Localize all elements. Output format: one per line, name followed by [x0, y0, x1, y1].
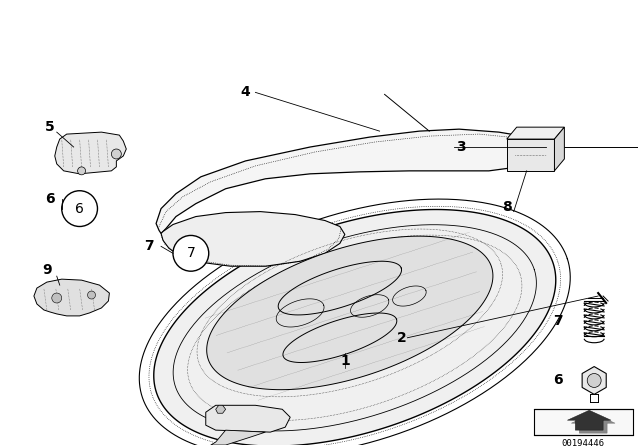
- Text: 6: 6: [554, 374, 563, 388]
- Bar: [534, 409, 633, 435]
- Text: 00194446: 00194446: [562, 439, 605, 448]
- Polygon shape: [154, 210, 556, 446]
- Text: 4: 4: [241, 86, 250, 99]
- Polygon shape: [507, 139, 554, 171]
- Polygon shape: [211, 430, 266, 445]
- Polygon shape: [161, 211, 345, 266]
- Circle shape: [588, 374, 601, 388]
- Circle shape: [111, 149, 122, 159]
- Polygon shape: [156, 129, 547, 233]
- Text: 5: 5: [45, 120, 54, 134]
- Text: 7: 7: [186, 246, 195, 260]
- Polygon shape: [582, 366, 606, 394]
- Text: 2: 2: [397, 331, 406, 345]
- Circle shape: [173, 236, 209, 271]
- Circle shape: [61, 191, 97, 227]
- Text: 6: 6: [45, 192, 54, 206]
- Circle shape: [52, 293, 61, 303]
- Polygon shape: [205, 405, 290, 432]
- Polygon shape: [34, 279, 109, 316]
- Text: 8: 8: [502, 200, 511, 214]
- Circle shape: [88, 291, 95, 299]
- Polygon shape: [55, 132, 126, 174]
- Circle shape: [77, 167, 86, 175]
- Text: 1: 1: [340, 353, 349, 368]
- Text: 6: 6: [75, 202, 84, 215]
- Polygon shape: [572, 413, 615, 433]
- Text: 9: 9: [42, 263, 52, 277]
- Text: 3: 3: [456, 140, 466, 154]
- Text: 7: 7: [554, 314, 563, 328]
- Polygon shape: [507, 127, 564, 139]
- Polygon shape: [207, 236, 493, 390]
- Polygon shape: [567, 410, 611, 430]
- Text: 7: 7: [145, 239, 154, 254]
- Polygon shape: [216, 405, 226, 413]
- Polygon shape: [554, 127, 564, 171]
